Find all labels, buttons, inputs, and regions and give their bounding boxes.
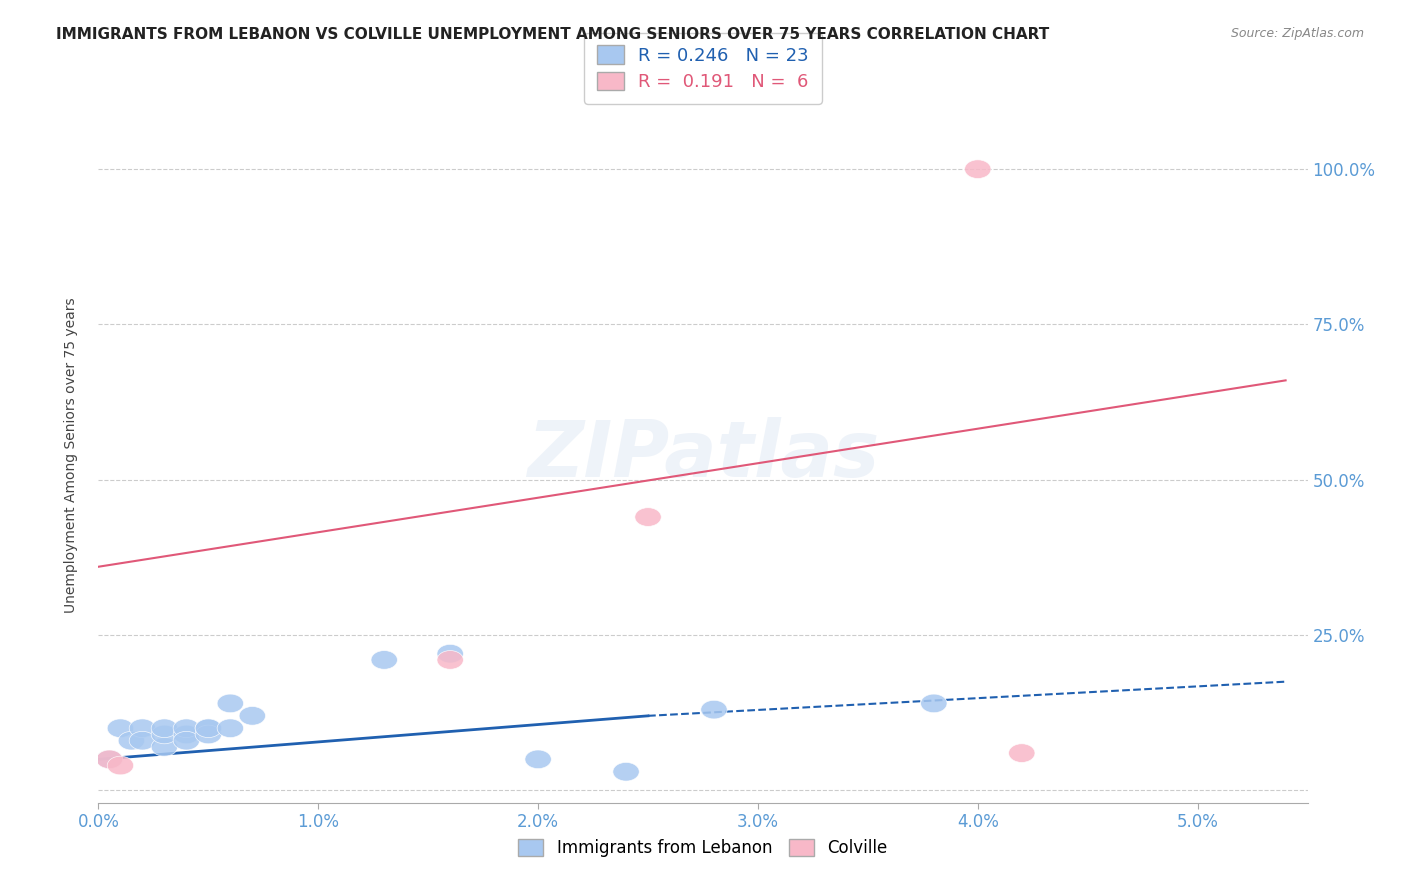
Text: ZIPatlas: ZIPatlas: [527, 417, 879, 493]
Ellipse shape: [613, 763, 640, 781]
Ellipse shape: [96, 750, 122, 769]
Ellipse shape: [195, 725, 222, 744]
Ellipse shape: [96, 750, 122, 769]
Ellipse shape: [129, 731, 156, 750]
Legend: Immigrants from Lebanon, Colville: Immigrants from Lebanon, Colville: [512, 832, 894, 864]
Ellipse shape: [107, 719, 134, 738]
Ellipse shape: [217, 694, 243, 713]
Ellipse shape: [118, 731, 145, 750]
Ellipse shape: [173, 731, 200, 750]
Ellipse shape: [636, 508, 661, 526]
Ellipse shape: [1008, 744, 1035, 763]
Ellipse shape: [217, 719, 243, 738]
Ellipse shape: [437, 650, 464, 669]
Ellipse shape: [152, 719, 177, 738]
Text: Source: ZipAtlas.com: Source: ZipAtlas.com: [1230, 27, 1364, 40]
Ellipse shape: [107, 756, 134, 775]
Ellipse shape: [700, 700, 727, 719]
Ellipse shape: [152, 738, 177, 756]
Ellipse shape: [437, 644, 464, 663]
Ellipse shape: [921, 694, 948, 713]
Ellipse shape: [173, 719, 200, 738]
Ellipse shape: [524, 750, 551, 769]
Text: IMMIGRANTS FROM LEBANON VS COLVILLE UNEMPLOYMENT AMONG SENIORS OVER 75 YEARS COR: IMMIGRANTS FROM LEBANON VS COLVILLE UNEM…: [56, 27, 1049, 42]
Ellipse shape: [173, 725, 200, 744]
Ellipse shape: [371, 650, 398, 669]
Ellipse shape: [195, 719, 222, 738]
Ellipse shape: [195, 719, 222, 738]
Ellipse shape: [239, 706, 266, 725]
Ellipse shape: [152, 725, 177, 744]
Ellipse shape: [965, 160, 991, 178]
Y-axis label: Unemployment Among Seniors over 75 years: Unemployment Among Seniors over 75 years: [63, 297, 77, 613]
Ellipse shape: [129, 719, 156, 738]
